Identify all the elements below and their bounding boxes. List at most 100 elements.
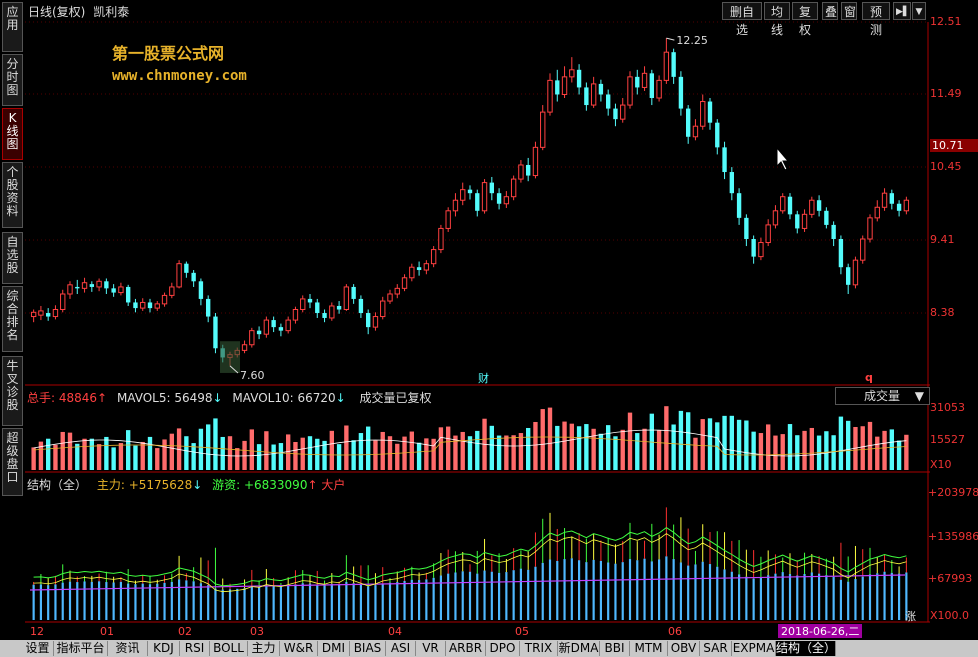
bottom-tab-17[interactable]: MTM [630,641,668,656]
volume-axis-label: 31053 [930,401,965,414]
bottom-tab-11[interactable]: VR [416,641,446,656]
sidebar-tab-3[interactable]: 个股资料 [2,162,23,228]
volume-bar [155,448,160,470]
toolbar-button-2[interactable]: 复权 [792,2,818,37]
volume-bar [504,435,509,470]
bottom-tab-12[interactable]: ARBR [446,641,486,656]
candle [263,316,270,338]
volume-bar [613,436,618,470]
volume-bar [518,433,524,470]
candle [329,302,335,321]
sidebar-tab-4[interactable]: 自选股 [2,232,23,284]
volume-bar [533,421,538,470]
chevron-down-icon[interactable]: ▼ [912,2,926,20]
volume-bar [656,430,662,470]
volume-bar [206,424,211,470]
volume-bar [511,435,516,470]
volume-bar [395,443,400,470]
volume-bar [344,425,349,470]
volume-bar [889,429,894,470]
toolbar-button-0[interactable]: 删自选 [722,2,762,37]
candle [715,119,720,155]
candle [278,323,284,337]
candle [60,289,66,313]
candle [52,305,59,320]
kline-chart[interactable]: 12.25 7.60 财 q 涨 12 01 02 03 04 05 06 2018-06-26,二 [0,0,978,640]
candle [620,98,626,123]
watermark-title: 第一股票公式网 [112,44,225,63]
bottom-tab-20[interactable]: EXPMA [732,641,776,656]
indicator-axis-label: +135986 [928,530,978,543]
toolbar-button-3[interactable]: 叠 [822,2,838,20]
volume-note: 成交量已复权 [359,391,432,405]
volume-bar [904,434,909,470]
date-axis-label: 06 [668,625,682,638]
low-price-label: 7.60 [240,369,265,382]
volume-bar [896,440,902,470]
candle [903,196,910,215]
candle [532,141,539,179]
bottom-tab-18[interactable]: OBV [668,641,700,656]
candle [576,64,582,95]
sidebar-tab-0[interactable]: 应用 [2,2,23,52]
candle [423,260,430,275]
volume-bar [256,444,262,470]
price-axis-label: 11.49 [930,87,962,100]
volume-bar [707,418,713,470]
volume-indicator-select[interactable]: 成交量 ▼ [835,387,930,405]
toolbar-button-5[interactable]: 预测 [862,2,890,37]
bottom-tab-3[interactable]: KDJ [148,641,180,656]
bottom-tab-7[interactable]: W&R [280,641,318,656]
toolbar-button-1[interactable]: 均线 [764,2,790,37]
bottom-tab-5[interactable]: BOLL [210,641,248,656]
bottom-tab-8[interactable]: DMI [318,641,350,656]
candle [322,309,327,323]
candle [744,214,749,247]
q-marker[interactable]: q [865,371,873,384]
bottom-tab-0[interactable]: 设置 [22,641,54,656]
volume-bar [169,433,174,470]
candle [838,235,844,275]
candle [387,289,393,304]
candle [496,188,502,210]
sidebar-tab-2[interactable]: K线图 [2,108,23,160]
finance-marker[interactable]: 财 [478,371,489,385]
volume-bar [496,435,502,470]
volume-bar [576,426,582,470]
bottom-tab-16[interactable]: BBI [600,641,630,656]
sidebar-tab-7[interactable]: 超级盘口 [2,428,23,496]
bottom-tab-13[interactable]: DPO [486,641,520,656]
toolbar-button-4[interactable]: 窗 [841,2,857,20]
bottom-tab-4[interactable]: RSI [180,641,210,656]
bottom-tab-21[interactable]: 结构（全） [776,641,837,656]
bottom-tab-14[interactable]: TRIX [520,641,558,656]
bottom-tab-1[interactable]: 指标平台 [54,641,108,656]
volume-bar [67,432,73,470]
down-arrow-icon: ↓ [335,391,346,405]
candle [569,57,575,83]
candle [824,207,829,229]
volume-bar [598,433,604,470]
bottom-tab-6[interactable]: 主力 [248,641,280,656]
play-icon[interactable]: ▶▌ [893,2,911,20]
bottom-tab-15[interactable]: 新DMA [558,641,600,656]
bottom-tab-10[interactable]: ASI [386,641,416,656]
volume-bar [526,427,531,470]
bottom-tab-19[interactable]: SAR [700,641,732,656]
candle [104,278,109,294]
bottom-tab-9[interactable]: BIAS [350,641,386,656]
sidebar-tab-1[interactable]: 分时图 [2,54,23,106]
volume-bar [860,426,865,470]
bottom-tab-2[interactable]: 资讯 [108,641,148,656]
volume-bar [213,418,218,470]
big-holder-label: 大户 [321,478,346,492]
candle [481,179,488,214]
sidebar-tab-5[interactable]: 综合排名 [2,286,23,352]
volume-bar [31,447,36,470]
volume-bar [366,426,371,470]
candle [358,295,364,318]
candle [249,327,255,348]
candle [663,38,670,84]
candle [416,261,422,276]
sidebar-tab-6[interactable]: 牛叉诊股 [2,356,23,426]
